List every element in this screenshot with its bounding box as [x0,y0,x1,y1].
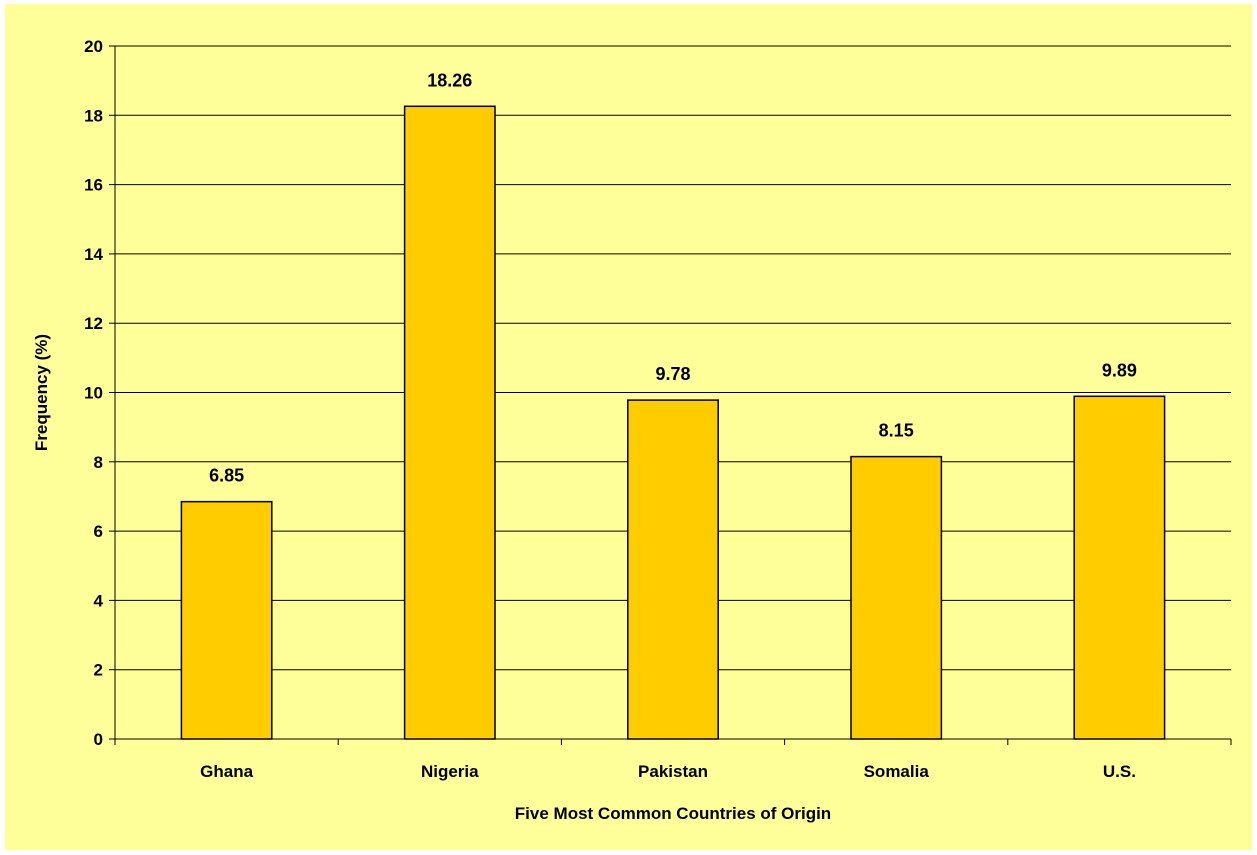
x-tick-label: U.S. [1103,762,1136,781]
data-label: 18.26 [427,70,472,90]
y-tick-labels: 0 2 4 6 8 10 12 14 16 18 20 [84,37,103,749]
data-label: 9.89 [1102,360,1137,380]
y-tick-label: 16 [84,176,103,195]
bar-somalia [850,455,943,740]
y-tick-label: 14 [84,245,103,264]
bar-pakistan [627,399,719,740]
bar-us [1073,395,1166,740]
y-axis-title: Frequency (%) [32,334,51,451]
data-labels: 6.85 18.26 9.78 8.15 9.89 [209,70,1137,485]
y-tick-label: 20 [84,37,103,56]
x-tick-label: Somalia [864,762,930,781]
y-tick-label: 10 [84,384,103,403]
data-label: 6.85 [209,466,244,486]
x-axis-title: Five Most Common Countries of Origin [515,804,831,823]
y-tick-label: 18 [84,106,103,125]
x-tick-label: Ghana [200,762,253,781]
chart-frame: 6.85 18.26 9.78 8.15 9.89 0 2 4 6 8 10 12 14 16 18 20 … [5,4,1252,850]
x-tick-label: Pakistan [638,762,708,781]
bar-ghana [180,500,273,740]
y-tick-label: 2 [94,661,103,680]
data-label: 9.78 [655,364,690,384]
y-tick-label: 4 [94,591,104,610]
y-tick-label: 6 [94,522,103,541]
y-tick-label: 8 [94,453,103,472]
data-label: 8.15 [879,421,914,441]
bars [180,105,1166,740]
bar-nigeria [403,105,496,740]
x-tick-label: Nigeria [421,762,479,781]
x-tick-labels: Ghana Nigeria Pakistan Somalia U.S. [200,762,1136,781]
y-tick-label: 0 [94,730,103,749]
y-tick-label: 12 [84,314,103,333]
